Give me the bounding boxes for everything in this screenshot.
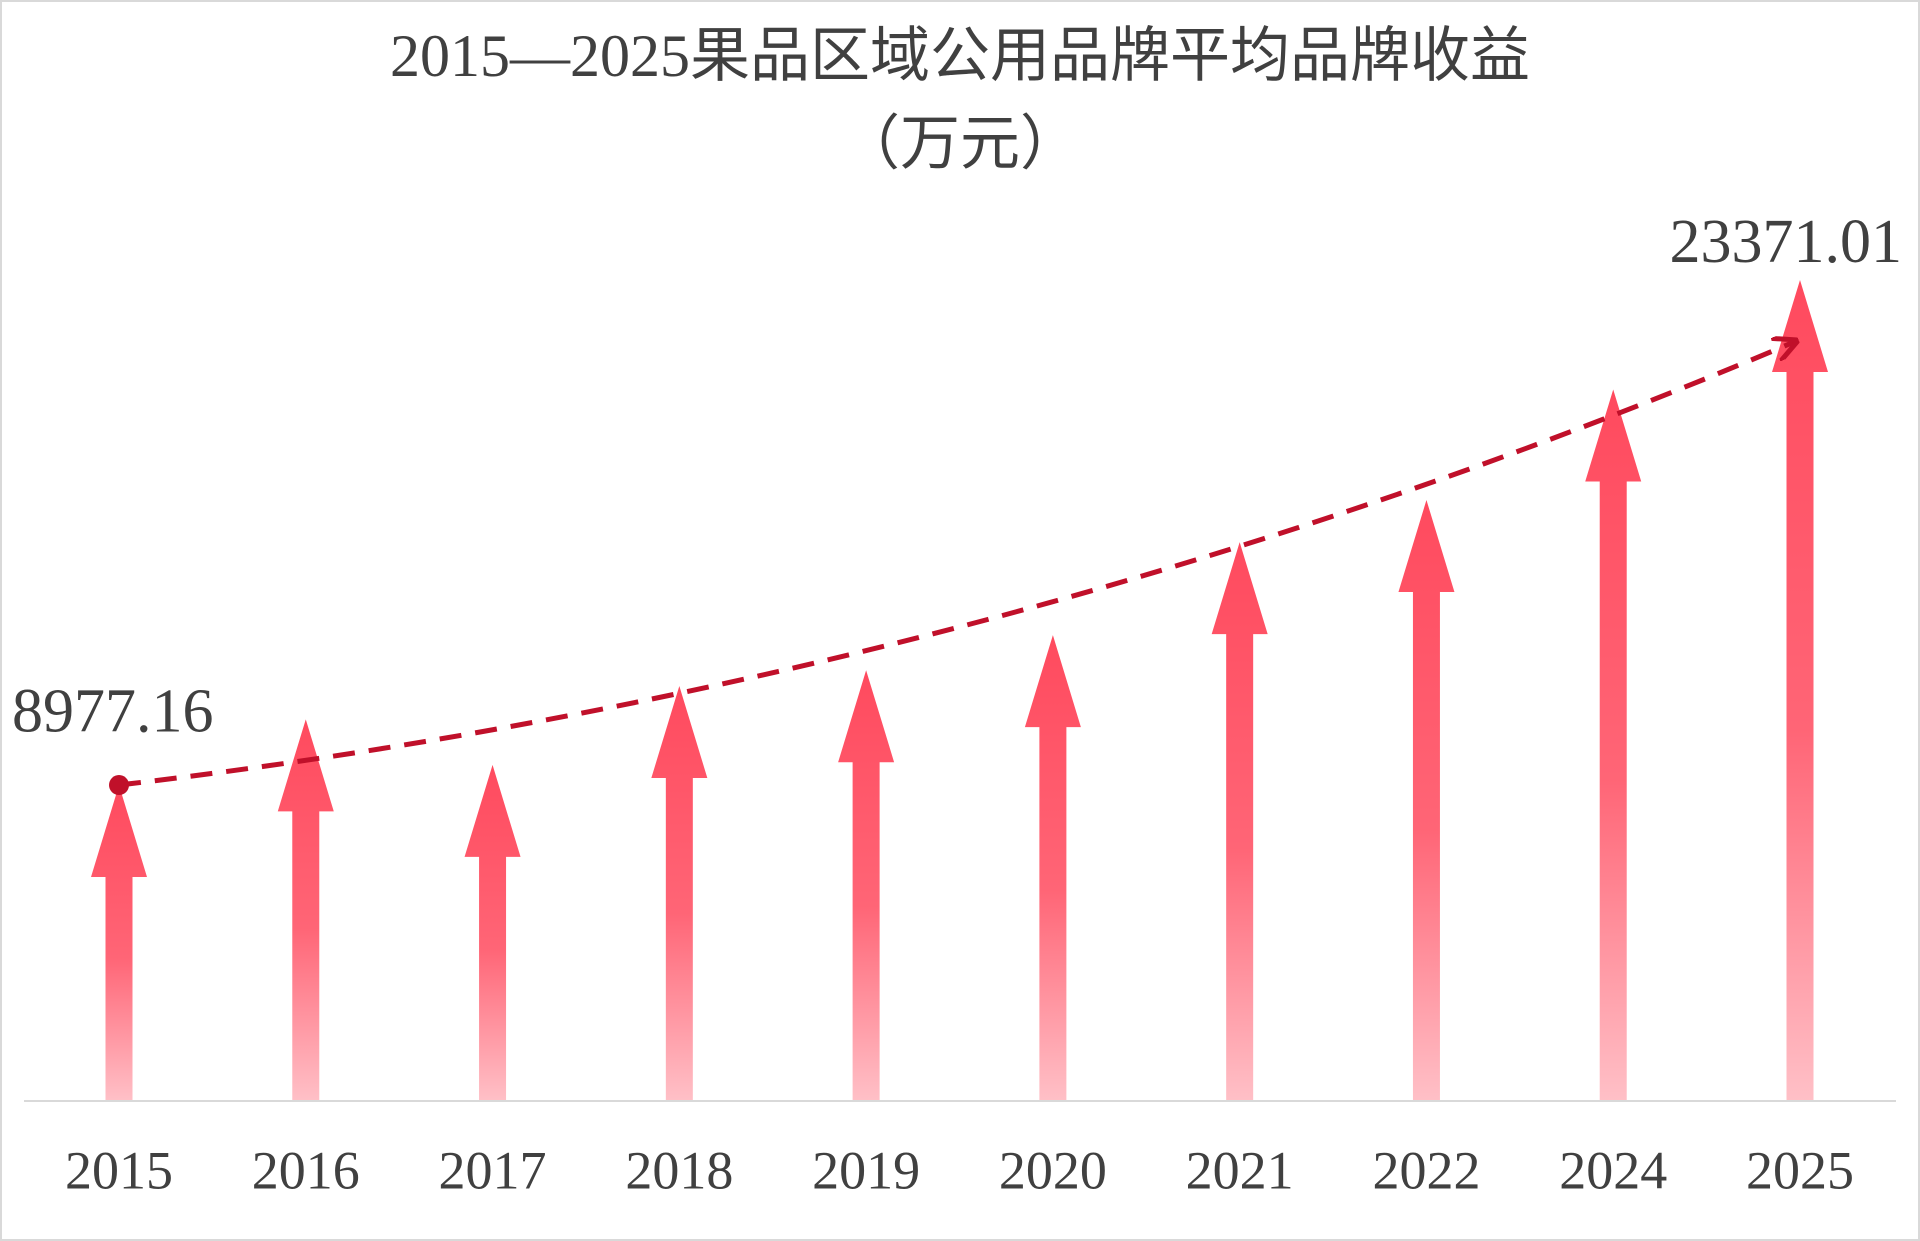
x-tick-label: 2021 — [1186, 1140, 1294, 1200]
arrow-bar — [1398, 500, 1455, 1100]
chart-title: 2015—2025果品区域公用品牌平均品牌收益 — [390, 23, 1530, 89]
trend-start — [109, 775, 129, 796]
x-tick-label: 2020 — [999, 1140, 1107, 1200]
x-tick-label: 2024 — [1559, 1140, 1667, 1200]
arrow-bar — [277, 719, 334, 1100]
trend-line — [118, 342, 1794, 788]
arrow-bar — [1024, 635, 1081, 1100]
x-tick-label: 2025 — [1746, 1140, 1854, 1200]
arrow-bar — [1585, 389, 1642, 1100]
arrow-bar — [1772, 280, 1828, 1100]
arrow-bar — [91, 785, 147, 1100]
x-tick-label: 2018 — [625, 1140, 733, 1200]
arrow-bar — [1211, 542, 1268, 1100]
value-label: 23371.01 — [1670, 208, 1903, 276]
arrow-bar — [464, 764, 521, 1100]
x-tick-label: 2019 — [812, 1140, 920, 1200]
arrow-bar — [838, 670, 895, 1100]
x-tick-label: 2022 — [1372, 1140, 1480, 1200]
value-label: 8977.16 — [12, 677, 214, 745]
x-tick-label: 2016 — [252, 1140, 360, 1200]
chart-subtitle: （万元） — [840, 111, 1080, 177]
arrow-bar — [651, 685, 708, 1100]
x-tick-label: 2015 — [65, 1140, 173, 1200]
x-tick-label: 2017 — [439, 1140, 547, 1200]
